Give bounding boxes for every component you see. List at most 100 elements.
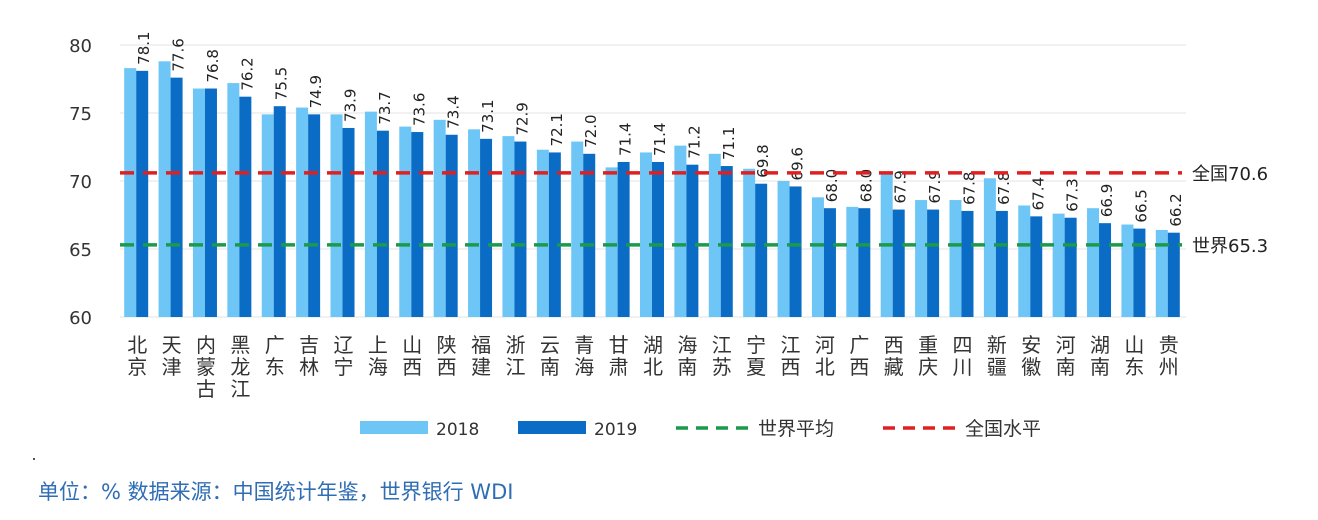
x-tick-label: 宁夏 — [746, 333, 766, 379]
bar-2019 — [136, 70, 149, 317]
bar-2019 — [376, 130, 389, 317]
x-tick-char: 蒙 — [196, 355, 216, 379]
x-tick-char: 北 — [643, 355, 663, 379]
x-tick-char: 海 — [677, 333, 697, 357]
bar-2018 — [536, 149, 549, 317]
data-label: 67.8 — [960, 172, 978, 205]
x-tick-char: 山 — [402, 333, 422, 357]
bar-2018 — [468, 129, 481, 317]
bar-2018 — [605, 167, 618, 317]
x-tick-label: 河北 — [815, 333, 835, 379]
x-tick-char: 海 — [574, 355, 594, 379]
bar-2019 — [480, 138, 493, 317]
data-label: 71.4 — [617, 123, 635, 156]
data-label: 73.6 — [410, 93, 428, 126]
data-label: 77.6 — [170, 38, 188, 71]
x-tick-char: 黑 — [230, 333, 250, 357]
data-label: 73.1 — [479, 99, 497, 132]
data-label: 78.1 — [135, 31, 153, 64]
x-tick-char: 湖 — [1090, 333, 1110, 357]
x-tick-char: 肃 — [609, 355, 629, 379]
data-label: 75.5 — [273, 67, 291, 100]
bar-2019 — [1030, 216, 1043, 317]
x-tick-char: 上 — [368, 333, 388, 357]
bar-2018 — [846, 206, 859, 317]
bar-2019 — [617, 161, 630, 317]
bar-2019 — [514, 141, 527, 317]
x-tick-char: 宁 — [746, 333, 766, 357]
x-tick-char: 津 — [162, 355, 182, 379]
x-tick-label: 甘肃 — [609, 333, 629, 379]
x-tick-char: 贵 — [1159, 333, 1179, 357]
bar-2019 — [170, 77, 183, 317]
x-tick-label: 湖北 — [643, 333, 663, 379]
x-tick-label: 湖南 — [1090, 333, 1110, 379]
x-tick-label: 安徽 — [1021, 333, 1041, 379]
bar-2019 — [239, 96, 252, 318]
bar-2019 — [892, 209, 905, 317]
x-tick-char: 东 — [265, 355, 285, 379]
x-tick-char: 南 — [540, 355, 560, 379]
bar-2018 — [915, 200, 928, 317]
bar-2019 — [789, 186, 802, 317]
x-tick-char: 福 — [471, 333, 491, 357]
x-tick-label: 福建 — [471, 333, 491, 379]
data-label: 71.4 — [651, 123, 669, 156]
bar-2018 — [1018, 205, 1031, 317]
y-tick-label: 65 — [69, 240, 92, 261]
x-tick-label: 山东 — [1124, 333, 1144, 379]
x-tick-label: 内蒙古 — [196, 333, 216, 401]
legend-label: 2019 — [594, 420, 637, 440]
x-tick-char: 东 — [1124, 355, 1144, 379]
x-tick-label: 河南 — [1056, 333, 1076, 379]
x-tick-char: 夏 — [746, 355, 766, 379]
x-tick-char: 浙 — [505, 333, 525, 357]
x-tick-char: 湖 — [643, 333, 663, 357]
bar-2018 — [777, 181, 790, 317]
x-tick-char: 北 — [127, 333, 147, 357]
x-tick-char: 南 — [677, 355, 697, 379]
x-tick-char: 州 — [1159, 355, 1179, 379]
bar-2019 — [720, 166, 733, 317]
bar-2019 — [1133, 228, 1146, 317]
bar-2018 — [674, 145, 687, 317]
x-tick-label: 新疆 — [987, 333, 1007, 379]
x-tick-label: 四川 — [952, 333, 972, 379]
bar-2018 — [158, 61, 171, 317]
x-tick-char: 辽 — [334, 333, 354, 357]
x-tick-char: 广 — [849, 333, 869, 357]
data-label: 69.6 — [789, 147, 807, 180]
bar-2019 — [342, 127, 355, 318]
bar-2019 — [755, 183, 768, 317]
x-tick-label: 吉林 — [299, 333, 319, 379]
data-label: 67.3 — [1064, 178, 1082, 211]
bar-2019 — [927, 209, 940, 317]
x-tick-label: 陕西 — [437, 333, 457, 379]
x-tick-char: 龙 — [230, 355, 250, 379]
x-tick-char: 南 — [1090, 355, 1110, 379]
x-tick-char: 河 — [1056, 333, 1076, 357]
x-tick-label: 江西 — [781, 333, 801, 379]
data-label: 67.9 — [926, 170, 944, 203]
reference-label: 世界65.3 — [1192, 236, 1268, 257]
data-label: 66.9 — [1098, 184, 1116, 217]
reference-label: 全国70.6 — [1192, 164, 1268, 185]
x-tick-char: 江 — [505, 355, 525, 379]
bar-2018 — [296, 107, 309, 317]
data-label: 72.1 — [548, 113, 566, 146]
x-tick-char: 安 — [1021, 333, 1041, 357]
bar-2018 — [124, 68, 137, 318]
x-tick-label: 广西 — [849, 333, 869, 379]
bar-2018 — [1155, 229, 1168, 317]
x-tick-label: 山西 — [402, 333, 422, 379]
x-tick-char: 林 — [299, 355, 319, 379]
data-label: 72.9 — [513, 102, 531, 135]
y-tick-label: 75 — [69, 104, 92, 125]
x-tick-char: 江 — [781, 333, 801, 357]
bar-2019 — [1064, 217, 1077, 317]
x-tick-char: 川 — [952, 355, 972, 379]
x-tick-char: 江 — [230, 377, 250, 401]
x-tick-char: 西 — [849, 355, 869, 379]
data-label: 73.4 — [445, 95, 463, 128]
